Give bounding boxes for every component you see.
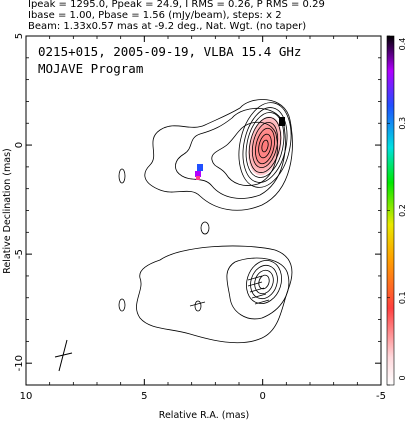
polarization-patch <box>279 117 285 126</box>
lower-contour <box>258 274 270 290</box>
lower-contour-outer <box>136 245 293 344</box>
core-polarization-fill <box>248 116 282 176</box>
polarization-patch <box>197 164 203 171</box>
beam-marker <box>54 339 73 372</box>
axes: 10 5 0 -5 5 0 -5 -10 <box>14 33 386 402</box>
colorbar-tick-label: 0 <box>398 375 407 380</box>
lower-contour <box>226 257 290 320</box>
core-contour <box>245 112 285 178</box>
header-line-3: Beam: 1.33x0.57 mas at -9.2 deg., Nat. W… <box>28 21 307 32</box>
x-tick-label: -5 <box>376 391 386 402</box>
core-contour <box>255 127 275 165</box>
y-tick-label: -5 <box>14 249 25 259</box>
colorbar-ticks: 0 0.1 0.2 0.3 0.4 <box>387 35 407 386</box>
contours <box>118 99 293 344</box>
colorbar-tick-label: 0.4 <box>398 38 407 51</box>
plot-frame <box>25 35 382 386</box>
y-axis-title: Relative Declination (mas) <box>2 148 13 274</box>
polarization-patch <box>196 176 200 180</box>
polarization-patch <box>195 171 201 177</box>
y-tick-label: 5 <box>14 33 25 39</box>
lower-knot-contour <box>118 298 126 312</box>
x-tick-label: 10 <box>20 391 33 402</box>
core-contour <box>251 121 279 169</box>
panel-title-line-2: MOJAVE Program <box>38 61 143 76</box>
lower-knot-contour <box>194 300 202 312</box>
colorbar-tick-label: 0.1 <box>398 291 407 304</box>
jet-knot-contour <box>200 221 210 235</box>
core-contour <box>261 139 269 153</box>
x-tick-label: 0 <box>259 391 265 402</box>
core-contour <box>258 133 272 159</box>
y-tick-label: 0 <box>14 142 25 148</box>
jet-contour-outer <box>144 99 293 211</box>
colorbar-tick-label: 0.3 <box>398 117 407 130</box>
y-tick-label: -10 <box>14 355 25 371</box>
colorbar-tick-label: 0.2 <box>398 204 407 217</box>
polarization-vectors <box>189 275 270 307</box>
core-contour <box>248 117 282 173</box>
header-line-1: Ipeak = 1295.0, Ppeak = 24.9, I RMS = 0.… <box>28 0 325 10</box>
jet-contour <box>211 121 278 186</box>
panel-title-line-1: 0215+015, 2005-09-19, VLBA 15.4 GHz <box>38 44 301 59</box>
header-line-2: Ibase = 1.00, Pbase = 1.56 (mJy/beam), s… <box>28 10 282 21</box>
jet-knot-contour <box>118 168 126 184</box>
lower-contour <box>250 264 278 300</box>
x-axis-title: Relative R.A. (mas) <box>159 410 249 421</box>
lower-contour <box>246 260 282 304</box>
jet-contour <box>175 107 286 199</box>
core-contour <box>238 102 292 188</box>
x-tick-label: 5 <box>141 391 147 402</box>
lower-contour <box>254 269 274 295</box>
